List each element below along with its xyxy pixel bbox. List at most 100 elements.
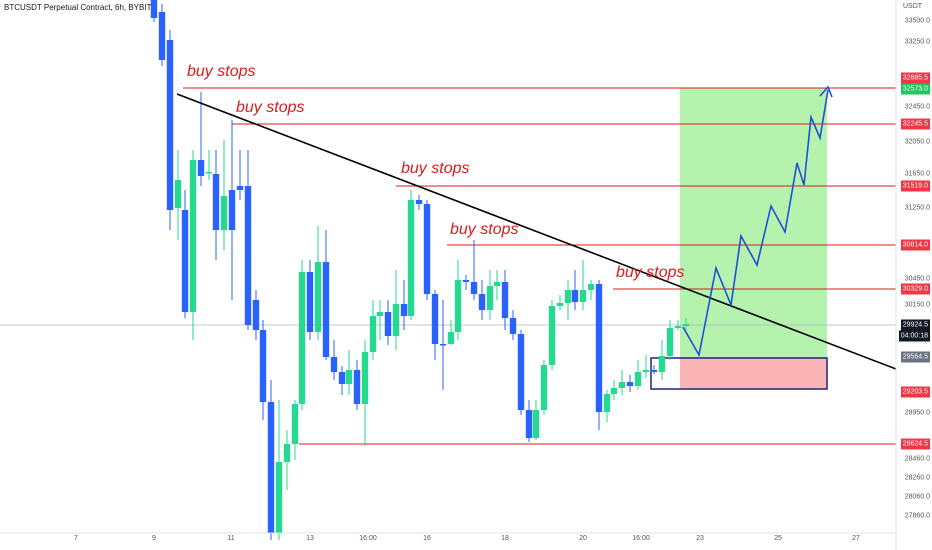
price-tag-28624: 28624.5 bbox=[900, 438, 930, 450]
price-tag-29564: 29564.5 bbox=[900, 351, 930, 363]
candle-body bbox=[306, 272, 314, 332]
candle-body bbox=[634, 372, 642, 386]
price-tag-32573: 32573.0 bbox=[900, 83, 930, 95]
candle-body bbox=[486, 286, 494, 310]
y-tick: 32450.0 bbox=[904, 103, 930, 111]
countdown-tag: 04:00:18 bbox=[898, 330, 930, 342]
candle-body bbox=[579, 290, 587, 302]
candle-body bbox=[345, 370, 353, 384]
x-tick: 9 bbox=[152, 535, 156, 542]
x-tick: 20 bbox=[579, 535, 587, 542]
y-tick: 32050.0 bbox=[904, 138, 930, 146]
price-tag-29203: 29203.5 bbox=[900, 386, 930, 398]
candle-body bbox=[540, 365, 548, 410]
x-tick: 11 bbox=[227, 535, 235, 542]
candle-body bbox=[431, 294, 439, 344]
candle-body bbox=[650, 370, 658, 372]
buy-stops-label-5[interactable]: buy stops bbox=[616, 264, 685, 281]
candle-body bbox=[283, 444, 291, 462]
last-price-tag: 29924.5 bbox=[900, 319, 930, 331]
symbol-title: BTCUSDT Perpetual Contract, 6h, BYBIT bbox=[4, 3, 152, 12]
candle-body bbox=[423, 204, 431, 294]
candle-body bbox=[314, 262, 322, 332]
x-tick: 25 bbox=[774, 535, 782, 542]
candle-body bbox=[166, 40, 174, 210]
x-tick: 23 bbox=[696, 535, 704, 542]
price-tag-30329: 30329.0 bbox=[900, 283, 930, 295]
y-tick: 30450.0 bbox=[904, 275, 930, 283]
candle-body bbox=[666, 328, 674, 356]
y-tick: 28060.0 bbox=[904, 493, 930, 501]
candle-body bbox=[220, 196, 228, 230]
candle-body bbox=[361, 352, 369, 404]
candle-body bbox=[189, 160, 197, 312]
y-tick: 30150.0 bbox=[904, 301, 930, 309]
candle-body bbox=[291, 404, 299, 444]
buy-stops-label-4[interactable]: buy stops bbox=[450, 221, 519, 238]
entry-box bbox=[650, 357, 828, 390]
candle-body bbox=[470, 282, 478, 294]
buy-stops-label-3[interactable]: buy stops bbox=[401, 160, 470, 177]
x-tick: 13 bbox=[306, 535, 314, 542]
x-tick: 18 bbox=[501, 535, 509, 542]
candle-body bbox=[525, 410, 533, 438]
x-tick: 16:00 bbox=[359, 535, 377, 542]
candle-body bbox=[571, 290, 579, 302]
candle-body bbox=[478, 294, 486, 310]
candle-body bbox=[682, 324, 690, 326]
stop-loss-zone bbox=[680, 358, 827, 389]
candle-body bbox=[298, 272, 306, 404]
y-tick: 28260.0 bbox=[904, 474, 930, 482]
y-tick: 31250.0 bbox=[904, 204, 930, 212]
candle-body bbox=[462, 280, 470, 282]
candle-body bbox=[587, 284, 595, 290]
candle-body bbox=[338, 372, 346, 384]
y-tick: 33500.0 bbox=[904, 17, 930, 25]
price-tag-32685: 32685.5 bbox=[900, 72, 930, 84]
candle-body bbox=[564, 290, 572, 303]
target-profit-zone bbox=[680, 88, 827, 358]
candle-body bbox=[454, 280, 462, 332]
candle-body bbox=[556, 303, 564, 306]
candle-body bbox=[603, 394, 611, 412]
candle-body bbox=[322, 262, 330, 357]
price-tag-31519: 31519.0 bbox=[900, 180, 930, 192]
price-tag-32245: 32245.5 bbox=[900, 118, 930, 130]
candle-body bbox=[158, 12, 166, 60]
y-tick: 28950.0 bbox=[904, 409, 930, 417]
candle-body bbox=[384, 312, 392, 336]
candle-body bbox=[439, 344, 447, 346]
candle-body bbox=[610, 388, 618, 394]
candle-body bbox=[181, 210, 189, 312]
candle-body bbox=[509, 318, 517, 334]
candle-body bbox=[369, 316, 377, 352]
candle-body bbox=[493, 282, 501, 286]
candle-body bbox=[400, 304, 408, 316]
y-tick: 27860.0 bbox=[904, 512, 930, 520]
candle-body bbox=[275, 462, 283, 533]
candle-body bbox=[595, 284, 603, 412]
y-tick: 33250.0 bbox=[904, 38, 930, 46]
buy-stops-label-2[interactable]: buy stops bbox=[236, 99, 305, 116]
candle-body bbox=[150, 0, 158, 18]
candle-body bbox=[642, 370, 650, 372]
candle-body bbox=[212, 174, 220, 230]
candle-body bbox=[447, 332, 455, 344]
candle-body bbox=[415, 200, 423, 204]
buy-stops-label-1[interactable]: buy stops bbox=[187, 63, 256, 80]
candle-body bbox=[236, 186, 244, 190]
candle-body bbox=[626, 382, 634, 386]
descending-trendline[interactable] bbox=[176, 93, 897, 370]
candle-body bbox=[658, 356, 666, 372]
x-tick: 27 bbox=[852, 535, 860, 542]
y-tick: 28460.0 bbox=[904, 455, 930, 463]
projection-arrowhead bbox=[819, 85, 833, 98]
candle-body bbox=[548, 306, 556, 365]
candle-body bbox=[376, 312, 384, 316]
y-tick: 31650.0 bbox=[904, 170, 930, 178]
candle-body bbox=[267, 402, 275, 533]
candle-body bbox=[228, 190, 236, 230]
candle-body bbox=[392, 304, 400, 336]
candle-body bbox=[501, 282, 509, 318]
